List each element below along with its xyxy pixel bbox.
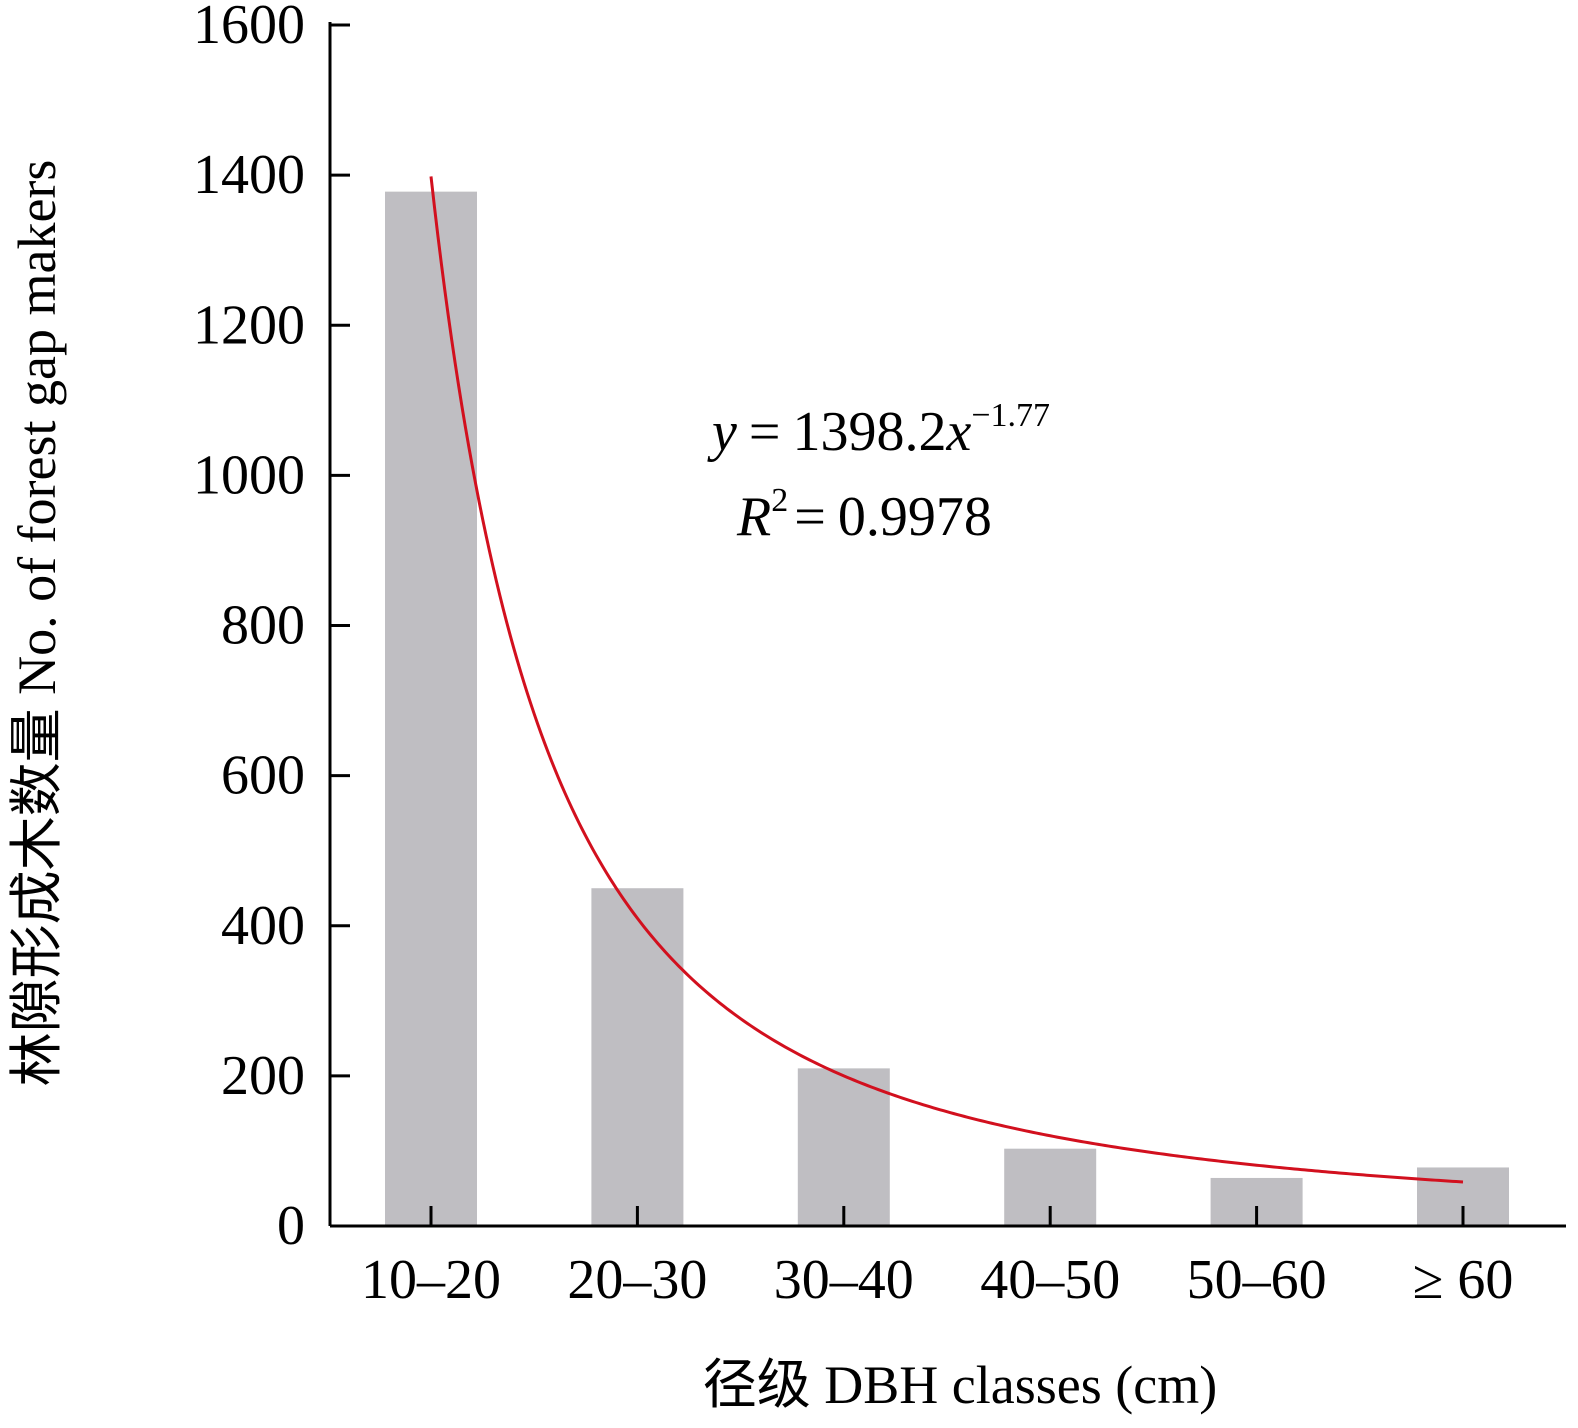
x-tick-label: 10–20 <box>361 1249 501 1311</box>
y-tick-label: 1400 <box>193 144 305 206</box>
equation-equals: = <box>749 401 781 463</box>
r-value: 0.9978 <box>838 486 992 548</box>
fit-equation: y = 1398.2x−1.77 <box>707 397 1050 463</box>
x-axis-title: 径级 DBH classes (cm) <box>703 1355 1217 1415</box>
y-tick-label: 600 <box>221 745 305 807</box>
bar-1 <box>385 191 477 1226</box>
y-tick-label: 400 <box>221 895 305 957</box>
x-tick-label: 40–50 <box>980 1249 1120 1311</box>
r-equals: = <box>794 486 826 548</box>
y-tick-label: 0 <box>277 1195 305 1257</box>
x-tick-label: 50–60 <box>1187 1249 1327 1311</box>
x-axis-ticks: 10–20 20–30 30–40 40–50 50–60 ≥ 60 <box>361 1206 1513 1311</box>
bar-3 <box>797 1068 890 1226</box>
equation-coefficient: 1398.2 <box>792 401 946 463</box>
y-axis-title: 林隙形成木数量 No. of forest gap makers <box>7 160 67 1087</box>
x-tick-label: 30–40 <box>774 1249 914 1311</box>
y-axis-ticks: 0 200 400 600 800 1000 1200 1400 1600 <box>193 0 350 1257</box>
x-tick-label: ≥ 60 <box>1413 1249 1514 1311</box>
r-exponent: 2 <box>771 482 788 519</box>
power-fit-curve <box>429 176 1464 1184</box>
bar-2 <box>591 888 684 1226</box>
r-symbol: R <box>736 486 771 548</box>
y-tick-label: 1000 <box>193 444 305 506</box>
y-tick-label: 800 <box>221 595 305 657</box>
y-tick-label: 200 <box>221 1045 305 1107</box>
y-tick-label: 1200 <box>193 294 305 356</box>
y-tick-label: 1600 <box>193 0 305 56</box>
equation-x-symbol: x <box>945 401 971 463</box>
bars <box>385 191 1509 1226</box>
x-tick-label: 20–30 <box>567 1249 707 1311</box>
fit-r-squared: R2 = 0.9978 <box>736 482 992 548</box>
equation-y-symbol: y <box>707 401 737 463</box>
equation-exponent: −1.77 <box>971 397 1050 434</box>
